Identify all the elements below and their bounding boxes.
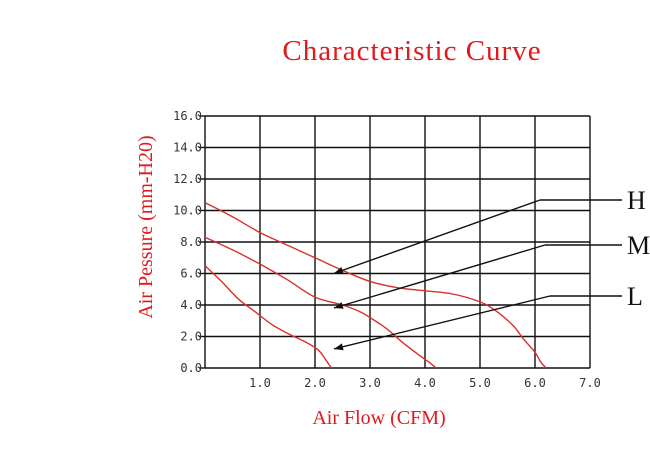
annotation-arrow-l xyxy=(333,295,551,350)
annotation-label-l: L xyxy=(627,282,643,311)
y-tick-label: 0.0 xyxy=(180,361,202,375)
x-tick-label: 4.0 xyxy=(414,376,436,390)
y-axis-label: Air Pessure (mm-H20) xyxy=(135,135,157,318)
y-tick-label: 16.0 xyxy=(173,109,202,123)
annotation-arrow-h xyxy=(333,199,541,275)
y-tick-label: 2.0 xyxy=(180,330,202,344)
y-tick-label: 12.0 xyxy=(173,172,202,186)
y-tick-label: 6.0 xyxy=(180,267,202,281)
chart-title: Characteristic Curve xyxy=(282,35,541,67)
series-annotations: HML xyxy=(333,186,650,351)
x-tick-label: 5.0 xyxy=(469,376,491,390)
annotation-arrowhead-l xyxy=(334,343,344,351)
y-tick-label: 14.0 xyxy=(173,141,202,155)
annotation-arrowhead-h xyxy=(334,267,344,274)
annotation-arrow-m xyxy=(333,244,546,309)
x-tick-label: 2.0 xyxy=(304,376,326,390)
annotation-label-h: H xyxy=(627,186,646,215)
y-tick-label: 10.0 xyxy=(173,204,202,218)
x-axis-label: Air Flow (CFM) xyxy=(312,407,445,429)
y-tick-label: 8.0 xyxy=(180,235,202,249)
series-line-l xyxy=(204,265,333,369)
y-tick-label: 4.0 xyxy=(180,298,202,312)
x-tick-label: 3.0 xyxy=(359,376,381,390)
plot-grid xyxy=(199,115,591,369)
series-line-m xyxy=(204,236,437,369)
annotation-label-m: M xyxy=(627,231,650,260)
x-tick-label: 1.0 xyxy=(249,376,271,390)
tick-labels: 0.0 2.0 4.0 6.0 8.0 10.0 12.0 14.0 16.0 1.0 2.0 3.0… xyxy=(173,109,601,390)
x-tick-label: 7.0 xyxy=(579,376,601,390)
series-curves xyxy=(204,201,547,369)
series-line-h xyxy=(204,201,547,369)
x-tick-label: 6.0 xyxy=(524,376,546,390)
annotation-arrowhead-m xyxy=(334,302,344,309)
